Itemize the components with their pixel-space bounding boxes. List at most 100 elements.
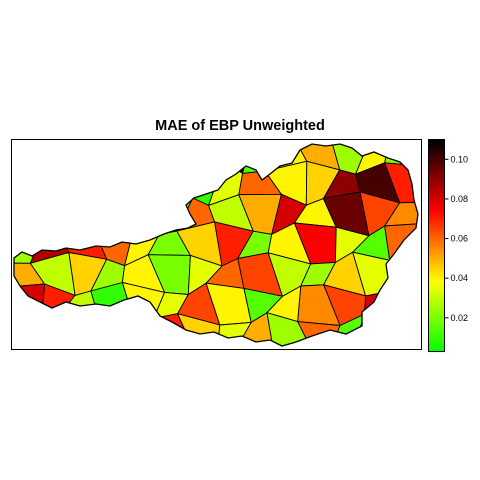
- colorbar-strip: [428, 325, 445, 329]
- colorbar-strip: [428, 269, 445, 273]
- colorbar-strip: [428, 327, 445, 331]
- region-r14: [384, 144, 418, 167]
- region-r20: [146, 166, 194, 199]
- colorbar-strip: [428, 348, 445, 353]
- colorbar-strip: [428, 171, 445, 175]
- colorbar-strip: [428, 232, 445, 236]
- colorbar-strip: [428, 290, 445, 294]
- colorbar-strip: [428, 303, 445, 308]
- colorbar-strip: [428, 274, 445, 278]
- colorbar-strip: [428, 277, 445, 281]
- colorbar-tick-label: 0.02: [451, 313, 469, 323]
- colorbar-strip: [428, 166, 445, 170]
- colorbar-strip: [428, 266, 445, 270]
- plot-frame: [11, 139, 422, 350]
- colorbar-gradient: [428, 139, 445, 353]
- colorbar-strip: [428, 213, 445, 217]
- colorbar-strip: [428, 179, 445, 183]
- colorbar-strip: [428, 234, 445, 239]
- region-r88: [97, 315, 137, 346]
- colorbar-strip: [428, 253, 445, 257]
- colorbar-strip: [428, 279, 445, 284]
- colorbar-strip: [428, 258, 445, 262]
- colorbar-strip: [428, 346, 445, 350]
- colorbar-strip: [428, 309, 445, 313]
- colorbar-strip: [428, 250, 445, 255]
- colorbar-ticks: 0.02 0.04 0.06 0.08 0.10: [444, 154, 469, 323]
- colorbar-strip: [428, 282, 445, 286]
- colorbar-strip: [428, 224, 445, 228]
- colorbar-strip: [428, 338, 445, 342]
- colorbar-strip: [428, 256, 445, 260]
- region-r01: [14, 144, 49, 170]
- colorbar-strip: [428, 200, 445, 204]
- colorbar-strip: [428, 187, 445, 191]
- colorbar-strip: [428, 152, 445, 156]
- colorbar-strip: [428, 229, 445, 233]
- region-r16: [31, 168, 79, 201]
- colorbar: 0.02 0.04 0.06 0.08 0.10: [428, 139, 469, 353]
- region-r84: [381, 282, 418, 328]
- region-r42: [383, 201, 418, 227]
- colorbar-strip: [428, 139, 445, 143]
- region-r04: [88, 144, 133, 166]
- colorbar-tick-label: 0.04: [451, 273, 469, 283]
- colorbar-strip: [428, 330, 445, 334]
- colorbar-strip: [428, 189, 445, 194]
- colorbar-strip: [428, 332, 445, 337]
- colorbar-strip: [428, 298, 445, 302]
- colorbar-strip: [428, 335, 445, 339]
- colorbar-strip: [428, 285, 445, 289]
- colorbar-strip: [428, 272, 445, 276]
- colorbar-tick-label: 0.10: [451, 154, 469, 164]
- region-r02: [31, 144, 67, 176]
- colorbar-strip: [428, 343, 445, 347]
- colorbar-strip: [428, 203, 445, 207]
- colorbar-strip: [428, 242, 445, 247]
- colorbar-strip: [428, 184, 445, 188]
- region-r71: [14, 283, 46, 327]
- region-r30: [38, 191, 79, 237]
- colorbar-strip: [428, 211, 445, 215]
- colorbar-tick-label: 0.06: [451, 234, 469, 244]
- colorbar-strip: [428, 176, 445, 180]
- country-outline: [13, 143, 419, 347]
- colorbar-strip: [428, 248, 445, 252]
- colorbar-strip: [428, 240, 445, 244]
- region-r98: [381, 316, 418, 346]
- colorbar-strip: [428, 306, 445, 310]
- map-title: MAE of EBP Unweighted: [155, 118, 325, 134]
- region-r87: [58, 314, 105, 346]
- colorbar-strip: [428, 295, 445, 300]
- region-r05: [129, 144, 165, 176]
- region-r31: [60, 191, 96, 237]
- region-r86: [30, 314, 75, 346]
- colorbar-strip: [428, 158, 445, 162]
- colorbar-strip: [428, 216, 445, 220]
- colorbar-strip: [428, 163, 445, 167]
- colorbar-strip: [428, 219, 445, 223]
- colorbar-strip: [428, 226, 445, 231]
- colorbar-strip: [428, 314, 445, 318]
- region-r18: [94, 163, 131, 204]
- colorbar-strip: [428, 195, 445, 199]
- colorbar-strip: [428, 245, 445, 249]
- colorbar-strip: [428, 311, 445, 315]
- region-r29: [14, 199, 47, 227]
- colorbar-strip: [428, 293, 445, 297]
- region-r15: [14, 160, 40, 206]
- colorbar-strip: [428, 319, 445, 323]
- colorbar-strip: [428, 208, 445, 212]
- colorbar-strip: [428, 192, 445, 196]
- region-r70: [389, 259, 418, 291]
- region-r32: [92, 201, 137, 228]
- colorbar-strip: [428, 142, 445, 146]
- colorbar-tick-label: 0.08: [451, 194, 469, 204]
- colorbar-strip: [428, 301, 445, 305]
- region-r33: [118, 191, 162, 236]
- region-r17: [62, 162, 107, 203]
- colorbar-strip: [428, 205, 445, 209]
- colorbar-strip: [428, 237, 445, 241]
- region-r19: [118, 164, 162, 204]
- region-r09: [241, 144, 278, 174]
